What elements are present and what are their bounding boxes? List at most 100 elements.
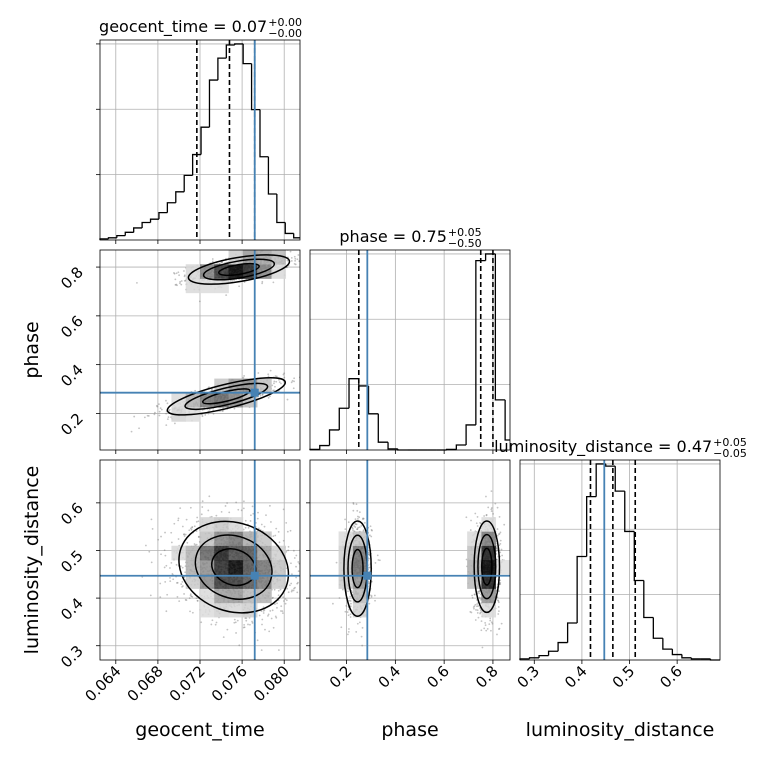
sample-point bbox=[179, 565, 182, 568]
sample-point bbox=[349, 605, 352, 608]
hist-luminosity_distance-grid bbox=[520, 460, 720, 660]
sample-point bbox=[371, 529, 373, 532]
sample-point bbox=[491, 622, 494, 625]
sample-point bbox=[479, 611, 482, 614]
sample-point bbox=[171, 573, 174, 575]
sample-point bbox=[475, 609, 477, 611]
sample-point bbox=[225, 294, 228, 297]
sample-point bbox=[160, 408, 163, 411]
sample-point bbox=[245, 617, 248, 620]
contour-line bbox=[202, 258, 276, 281]
sample-point bbox=[269, 395, 271, 398]
sample-point bbox=[169, 580, 172, 583]
contour-line bbox=[178, 520, 290, 614]
sample-point bbox=[261, 393, 264, 396]
sample-point bbox=[174, 278, 177, 281]
sample-point bbox=[275, 375, 278, 378]
sample-point bbox=[303, 575, 305, 577]
density-cell bbox=[200, 560, 215, 575]
sample-point bbox=[172, 578, 175, 581]
sample-point bbox=[473, 607, 475, 610]
sample-point bbox=[243, 375, 245, 377]
sample-point bbox=[165, 399, 167, 402]
sample-point bbox=[499, 543, 502, 545]
sample-point bbox=[195, 597, 198, 600]
sample-point bbox=[245, 619, 248, 622]
sample-point bbox=[352, 502, 355, 504]
sample-point bbox=[347, 521, 350, 524]
sample-point bbox=[473, 593, 476, 596]
sample-point bbox=[164, 581, 167, 583]
sample-point bbox=[499, 531, 502, 534]
sample-point bbox=[278, 541, 281, 544]
density-cell bbox=[257, 531, 272, 547]
sample-point bbox=[183, 576, 186, 579]
sample-point bbox=[499, 551, 502, 554]
sample-point bbox=[373, 594, 376, 597]
hist-bin bbox=[242, 43, 252, 65]
hist-bin bbox=[538, 654, 549, 658]
sample-point bbox=[479, 612, 481, 615]
sample-point bbox=[268, 630, 271, 633]
sample-point bbox=[183, 275, 186, 278]
hist-bin bbox=[348, 378, 359, 409]
sample-point bbox=[196, 599, 199, 602]
sample-point bbox=[362, 517, 365, 520]
sample-point bbox=[294, 586, 296, 589]
density-cell bbox=[228, 545, 244, 561]
sample-point bbox=[201, 413, 204, 416]
sample-point bbox=[273, 380, 276, 383]
sample-point bbox=[296, 582, 299, 585]
sample-point bbox=[247, 623, 249, 626]
sample-point bbox=[293, 262, 296, 265]
sample-point bbox=[247, 526, 250, 529]
sample-point bbox=[285, 521, 288, 524]
sample-point bbox=[148, 550, 151, 553]
sample-point bbox=[178, 282, 181, 285]
sample-point bbox=[490, 510, 493, 513]
sample-point bbox=[195, 543, 198, 546]
sample-point bbox=[349, 616, 352, 618]
sample-point bbox=[368, 582, 371, 585]
sample-point bbox=[274, 603, 276, 606]
sample-point bbox=[188, 529, 191, 532]
sample-point bbox=[293, 557, 296, 559]
sample-point bbox=[196, 516, 199, 519]
sample-point bbox=[349, 613, 352, 616]
sample-point bbox=[347, 630, 350, 633]
pair-panel-geocent_time-vs-luminosity_distance bbox=[96, 459, 305, 664]
sample-point bbox=[360, 524, 363, 527]
sample-point bbox=[237, 508, 240, 511]
density-cell bbox=[228, 531, 244, 547]
hist-panel-geocent_time: geocent_time = 0.07 +0.00−0.00 bbox=[96, 16, 302, 244]
sample-point bbox=[196, 599, 199, 602]
title-text: geocent_time = 0.07 bbox=[99, 17, 267, 37]
sample-point bbox=[293, 587, 295, 590]
hist-bin bbox=[116, 234, 126, 238]
sample-point bbox=[186, 541, 189, 544]
sample-point bbox=[163, 566, 166, 569]
sample-point bbox=[262, 609, 265, 612]
sample-point bbox=[177, 517, 180, 520]
hist-bin bbox=[566, 622, 578, 643]
sample-point bbox=[259, 394, 262, 397]
sample-point bbox=[282, 539, 285, 542]
sample-point bbox=[271, 384, 274, 387]
sample-point bbox=[228, 511, 231, 514]
sample-point bbox=[183, 533, 186, 536]
sample-point bbox=[344, 528, 347, 531]
sample-point bbox=[363, 521, 366, 524]
sample-point bbox=[361, 518, 364, 521]
sample-point bbox=[267, 613, 270, 616]
title-text: phase = 0.75 bbox=[339, 227, 446, 246]
sample-point bbox=[211, 258, 214, 260]
title-sub: −0.50 bbox=[448, 237, 482, 250]
sample-point bbox=[146, 414, 149, 417]
sample-point bbox=[352, 509, 355, 512]
sample-point bbox=[220, 511, 223, 513]
sample-point bbox=[484, 624, 487, 627]
sample-point bbox=[166, 593, 169, 596]
sample-point bbox=[290, 256, 293, 259]
sample-point bbox=[191, 595, 194, 598]
sample-point bbox=[278, 381, 281, 384]
